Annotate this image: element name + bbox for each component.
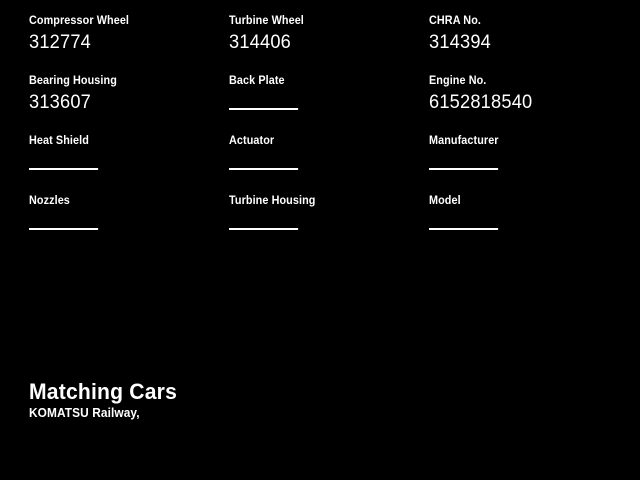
spec-value: 314394 <box>429 32 492 53</box>
spec-cell: Manufacturer <box>429 134 619 174</box>
matching-cars-title: Matching Cars <box>29 379 178 404</box>
spec-value: 314406 <box>229 32 292 53</box>
spec-value: 6152818540 <box>429 92 533 113</box>
spec-label: Nozzles <box>29 195 70 207</box>
spec-label: Turbine Housing <box>229 195 316 207</box>
spec-cell: Back Plate <box>229 74 419 114</box>
spec-cell: CHRA No. 314394 <box>429 14 619 54</box>
spec-value-empty <box>429 211 611 234</box>
spec-cell: Nozzles <box>29 194 219 234</box>
spec-value: 313607 <box>29 92 92 113</box>
spec-label: Bearing Housing <box>29 75 117 87</box>
spec-label: Turbine Wheel <box>229 15 304 27</box>
spec-label: Heat Shield <box>29 135 89 147</box>
spec-label: Compressor Wheel <box>29 15 130 27</box>
spec-value: 312774 <box>29 32 92 53</box>
spec-label: Back Plate <box>229 75 285 87</box>
spec-cell: Turbine Housing <box>229 194 419 234</box>
spec-cell: Compressor Wheel 312774 <box>29 14 219 54</box>
matching-cars-section: Matching Cars KOMATSU Railway, <box>29 379 429 421</box>
spec-cell: Actuator <box>229 134 419 174</box>
spec-value-empty <box>29 211 211 234</box>
spec-label: Manufacturer <box>429 135 499 147</box>
spec-cell: Bearing Housing 313607 <box>29 74 219 114</box>
spec-label: Engine No. <box>429 75 487 87</box>
spec-value-empty <box>229 91 411 114</box>
spec-cell: Turbine Wheel 314406 <box>229 14 419 54</box>
spec-value-empty <box>229 151 411 174</box>
spec-label: CHRA No. <box>429 15 482 27</box>
spec-cell: Model <box>429 194 619 234</box>
spec-cell: Heat Shield <box>29 134 219 174</box>
matching-car-item: KOMATSU Railway, <box>29 406 140 420</box>
specifications-grid: Compressor Wheel 312774 Turbine Wheel 31440… <box>29 14 619 234</box>
spec-label: Model <box>429 195 461 207</box>
spec-label: Actuator <box>229 135 275 147</box>
spec-cell: Engine No. 6152818540 <box>429 74 619 114</box>
matching-cars-list: KOMATSU Railway, <box>29 406 429 421</box>
spec-value-empty <box>429 151 611 174</box>
spec-value-empty <box>29 151 211 174</box>
spec-value-empty <box>229 211 411 234</box>
